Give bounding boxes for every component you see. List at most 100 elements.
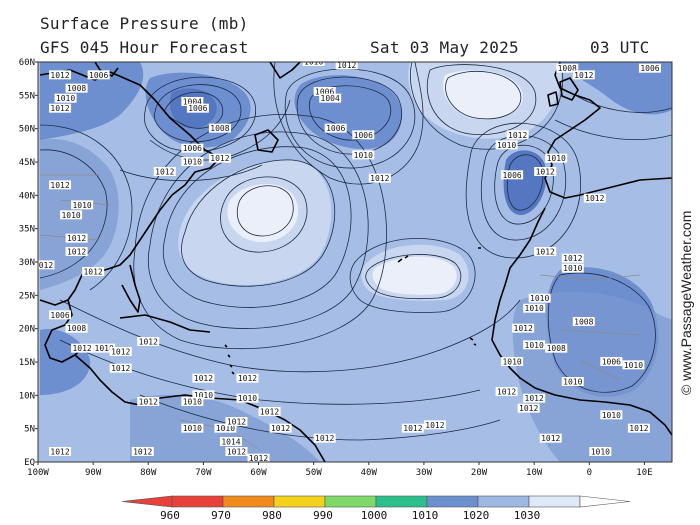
- colorbar-label: 1000: [361, 509, 388, 522]
- pressure-value-label: 1012: [131, 447, 154, 457]
- latitude-tick-label: 25N: [19, 291, 35, 301]
- pressure-value-label: 1012: [137, 337, 160, 347]
- pressure-label-text: 1010: [194, 391, 213, 400]
- pressure-label-text: 1010: [95, 344, 114, 353]
- pressure-value-label: 1006: [352, 130, 375, 140]
- pressure-label-text: 1008: [574, 318, 593, 327]
- pressure-value-label: 1012: [258, 407, 281, 417]
- longitude-tick-label: 10W: [526, 468, 543, 478]
- pressure-value-label: 1012: [523, 393, 546, 403]
- pressure-label-text: 1010: [624, 361, 643, 370]
- pressure-label-box: [501, 170, 524, 180]
- pressure-value-label: 1010: [302, 62, 325, 67]
- pressure-value-label: 1010: [561, 263, 584, 273]
- pressure-label-text: 1012: [563, 254, 582, 263]
- pressure-label-box: [186, 103, 209, 113]
- isobar-line: [153, 84, 242, 143]
- isobar-line: [284, 68, 416, 169]
- pressure-value-label: 1010: [192, 390, 215, 400]
- latitude-axis: 60N 55N 50N 45N 40N 35N 30N 25N 20N 15N 10N 5N EQ: [19, 58, 38, 468]
- pressure-label-text: 1010: [530, 294, 549, 303]
- pressure-label-text: 1012: [194, 374, 213, 383]
- pressure-label-text: 1012: [111, 348, 130, 357]
- pressure-label-text: 1012: [337, 61, 356, 70]
- pressure-label-box: [523, 303, 546, 313]
- coastline: [39, 299, 96, 363]
- isobar-line: [236, 185, 294, 237]
- longitude-tick-label: 0: [587, 468, 592, 478]
- pressure-label-text: 1012: [139, 398, 158, 407]
- pressure-label-text: 1010: [497, 141, 516, 150]
- pressure-label-box: [65, 323, 88, 333]
- isobar-line: [547, 272, 656, 393]
- colorbar-label: 990: [313, 509, 333, 522]
- pressure-label-box: [109, 363, 132, 373]
- isobar-line: [39, 149, 108, 279]
- latitude-tick-label: 40N: [19, 191, 35, 201]
- pressure-label-box: [181, 157, 204, 166]
- pressure-value-label: 1010: [352, 150, 375, 160]
- border-line: [539, 274, 641, 381]
- colorbar-segment: [324, 495, 377, 508]
- pressure-value-label: 1010: [181, 423, 204, 433]
- pressure-label-box: [49, 310, 72, 320]
- pressure-label-box: [600, 410, 623, 420]
- pressure-label-box: [137, 397, 160, 406]
- pressure-label-box: [512, 323, 535, 333]
- pressure-label-text: 1012: [210, 154, 229, 163]
- pressure-label-text: 1012: [139, 338, 158, 347]
- pressure-value-label: 1006: [87, 70, 110, 80]
- longitude-tick-label: 10E: [636, 468, 652, 478]
- pressure-label-text: 1010: [563, 264, 582, 273]
- pressure-value-label: 1006: [181, 143, 204, 153]
- pressure-value-label: 1010: [528, 293, 551, 303]
- pressure-label-text: 1010: [56, 94, 75, 103]
- pressure-label-box: [622, 360, 645, 370]
- pressure-value-label: 1006: [186, 103, 209, 113]
- colorbar-segment: [273, 495, 326, 508]
- pressure-label-box: [49, 180, 72, 190]
- isobar-line: [181, 159, 336, 287]
- pressure-label-text: 1012: [67, 248, 86, 257]
- longitude-tick-label: 80W: [140, 468, 157, 478]
- pressure-colorbar: 960 970 980 990 1000 1010 1020 1030: [121, 495, 631, 522]
- isobar-line: [139, 394, 501, 441]
- pressure-label-box: [319, 93, 342, 103]
- pressure-label-text: 1008: [67, 84, 86, 93]
- pressure-value-label: 1010: [561, 377, 584, 387]
- map-area: 1012 100610081010101210041006100810061010…: [38, 61, 672, 462]
- pressure-label-box: [236, 373, 259, 383]
- longitude-tick-label: 70W: [195, 468, 212, 478]
- isobar-line: [309, 85, 392, 141]
- pressure-value-label: 1012: [423, 420, 446, 430]
- pressure-label-box: [192, 373, 215, 383]
- pressure-value-label: 1010: [495, 140, 518, 150]
- pressure-label-box: [589, 447, 612, 456]
- pressure-label-box: [247, 453, 270, 462]
- colorbar-segment: [426, 495, 479, 508]
- pressure-label-text: 1012: [541, 434, 560, 443]
- colorbar-label: 1010: [412, 509, 439, 522]
- pressure-value-label: 1012: [512, 323, 535, 333]
- pressure-value-label: 1012: [65, 247, 88, 257]
- pressure-label-box: [65, 233, 88, 243]
- pressure-value-label: 1012: [109, 347, 132, 357]
- pressure-value-label: 1012: [539, 433, 562, 443]
- forecast-date: Sat 03 May 2025: [370, 38, 519, 57]
- pressure-value-label: 1012: [495, 387, 518, 397]
- isobar-line: [445, 71, 522, 120]
- pressure-label-box: [181, 97, 204, 106]
- pressure-label-text: 1008: [558, 64, 577, 73]
- isobar-line: [143, 76, 256, 152]
- pressure-value-label: 1012: [109, 363, 132, 373]
- pressure-value-label: 1012: [71, 343, 94, 353]
- pressure-label-box: [572, 70, 595, 80]
- coastline: [547, 91, 559, 107]
- pressure-label-box: [534, 247, 557, 256]
- pressure-label-text: 1012: [574, 71, 593, 80]
- isobar-line: [296, 76, 403, 155]
- pressure-label-text: 1012: [585, 194, 604, 203]
- pressure-label-box: [572, 317, 595, 326]
- pressure-label-box: [225, 417, 248, 426]
- pressure-label-text: 1010: [591, 448, 610, 457]
